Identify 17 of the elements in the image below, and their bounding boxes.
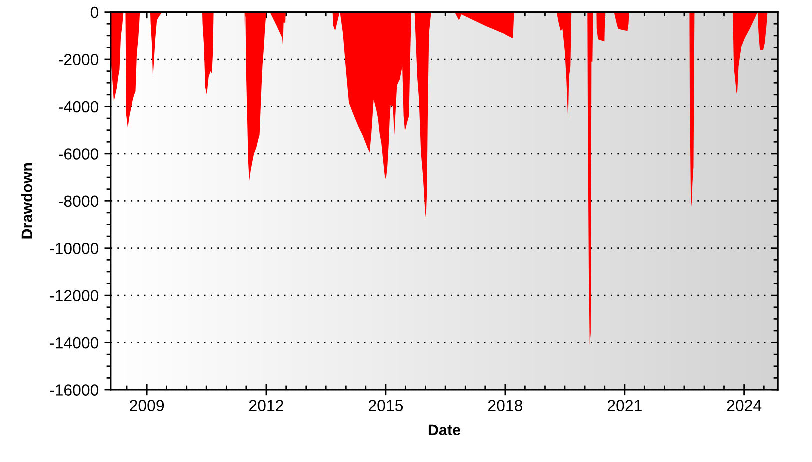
y-tick-label: -12000 [50, 290, 99, 302]
y-tick-label: -10000 [50, 242, 99, 254]
x-tick-label: 2009 [130, 400, 164, 412]
y-tick-label: 0 [90, 6, 99, 18]
y-tick-label: -4000 [59, 101, 99, 113]
y-tick-label: -8000 [59, 196, 99, 208]
x-axis-title: Date [428, 424, 461, 436]
x-tick-label: 2012 [250, 400, 284, 412]
x-tick-label: 2015 [368, 400, 404, 412]
y-tick-label: -6000 [59, 148, 99, 160]
y-tick-label: -14000 [50, 337, 99, 349]
x-tick-label: 2021 [608, 400, 642, 412]
x-tick-label: 2024 [727, 400, 762, 412]
x-tick-label: 2018 [488, 400, 523, 412]
y-tick-label: -2000 [59, 54, 99, 66]
y-axis-title: Drawdown [21, 163, 33, 239]
y-tick-label: -16000 [50, 384, 99, 396]
